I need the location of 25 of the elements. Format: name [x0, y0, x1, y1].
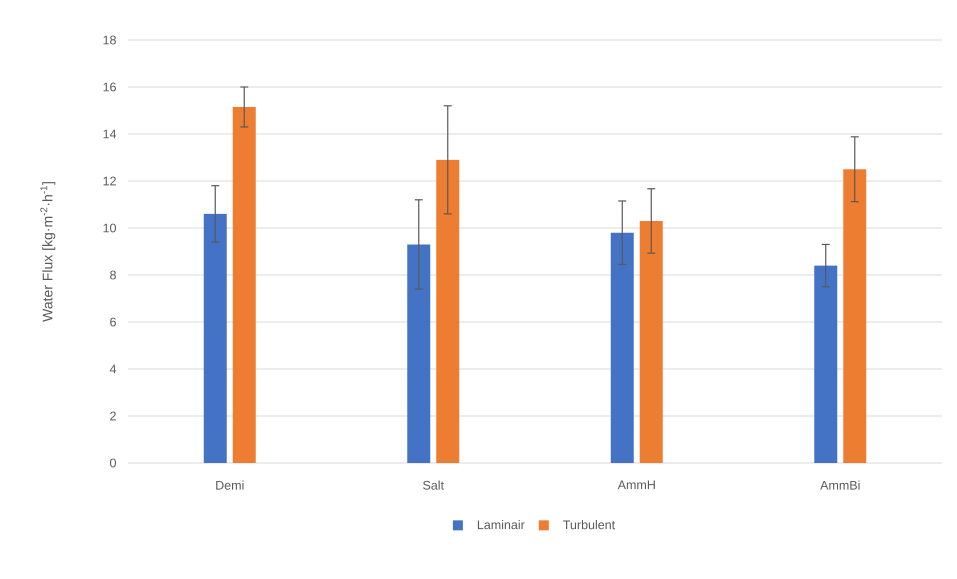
y-tick-label: 10 [104, 224, 116, 232]
x-tick-label: AmmBi [820, 480, 860, 490]
bar [232, 106, 256, 463]
bar [204, 214, 227, 463]
bar [610, 232, 634, 463]
x-tick-label: Demi [216, 480, 244, 490]
bar [407, 244, 430, 463]
y-tick-label: 8 [110, 270, 116, 280]
y-tick-label: 18 [104, 36, 116, 44]
y-axis-title: Water Flux [kg·m$^{-2}$·h$^{-1}$] [40, 182, 56, 322]
x-tick-label: Salt [423, 480, 444, 490]
y-tick-label: 2 [110, 412, 116, 420]
y-tick-label: 4 [110, 364, 116, 374]
bar [640, 220, 663, 463]
bar [814, 266, 838, 463]
bar [843, 169, 866, 463]
legend-label: Laminair [478, 520, 525, 530]
y-tick-label: 14 [104, 130, 116, 138]
y-tick-label: 12 [104, 176, 116, 186]
bar [436, 160, 460, 463]
legend-label: Turbulent [563, 520, 616, 530]
y-tick-label: 6 [110, 318, 116, 326]
y-tick-label: 16 [104, 82, 116, 92]
x-tick-label: AmmH [618, 480, 655, 490]
y-tick-label: 0 [110, 458, 116, 468]
